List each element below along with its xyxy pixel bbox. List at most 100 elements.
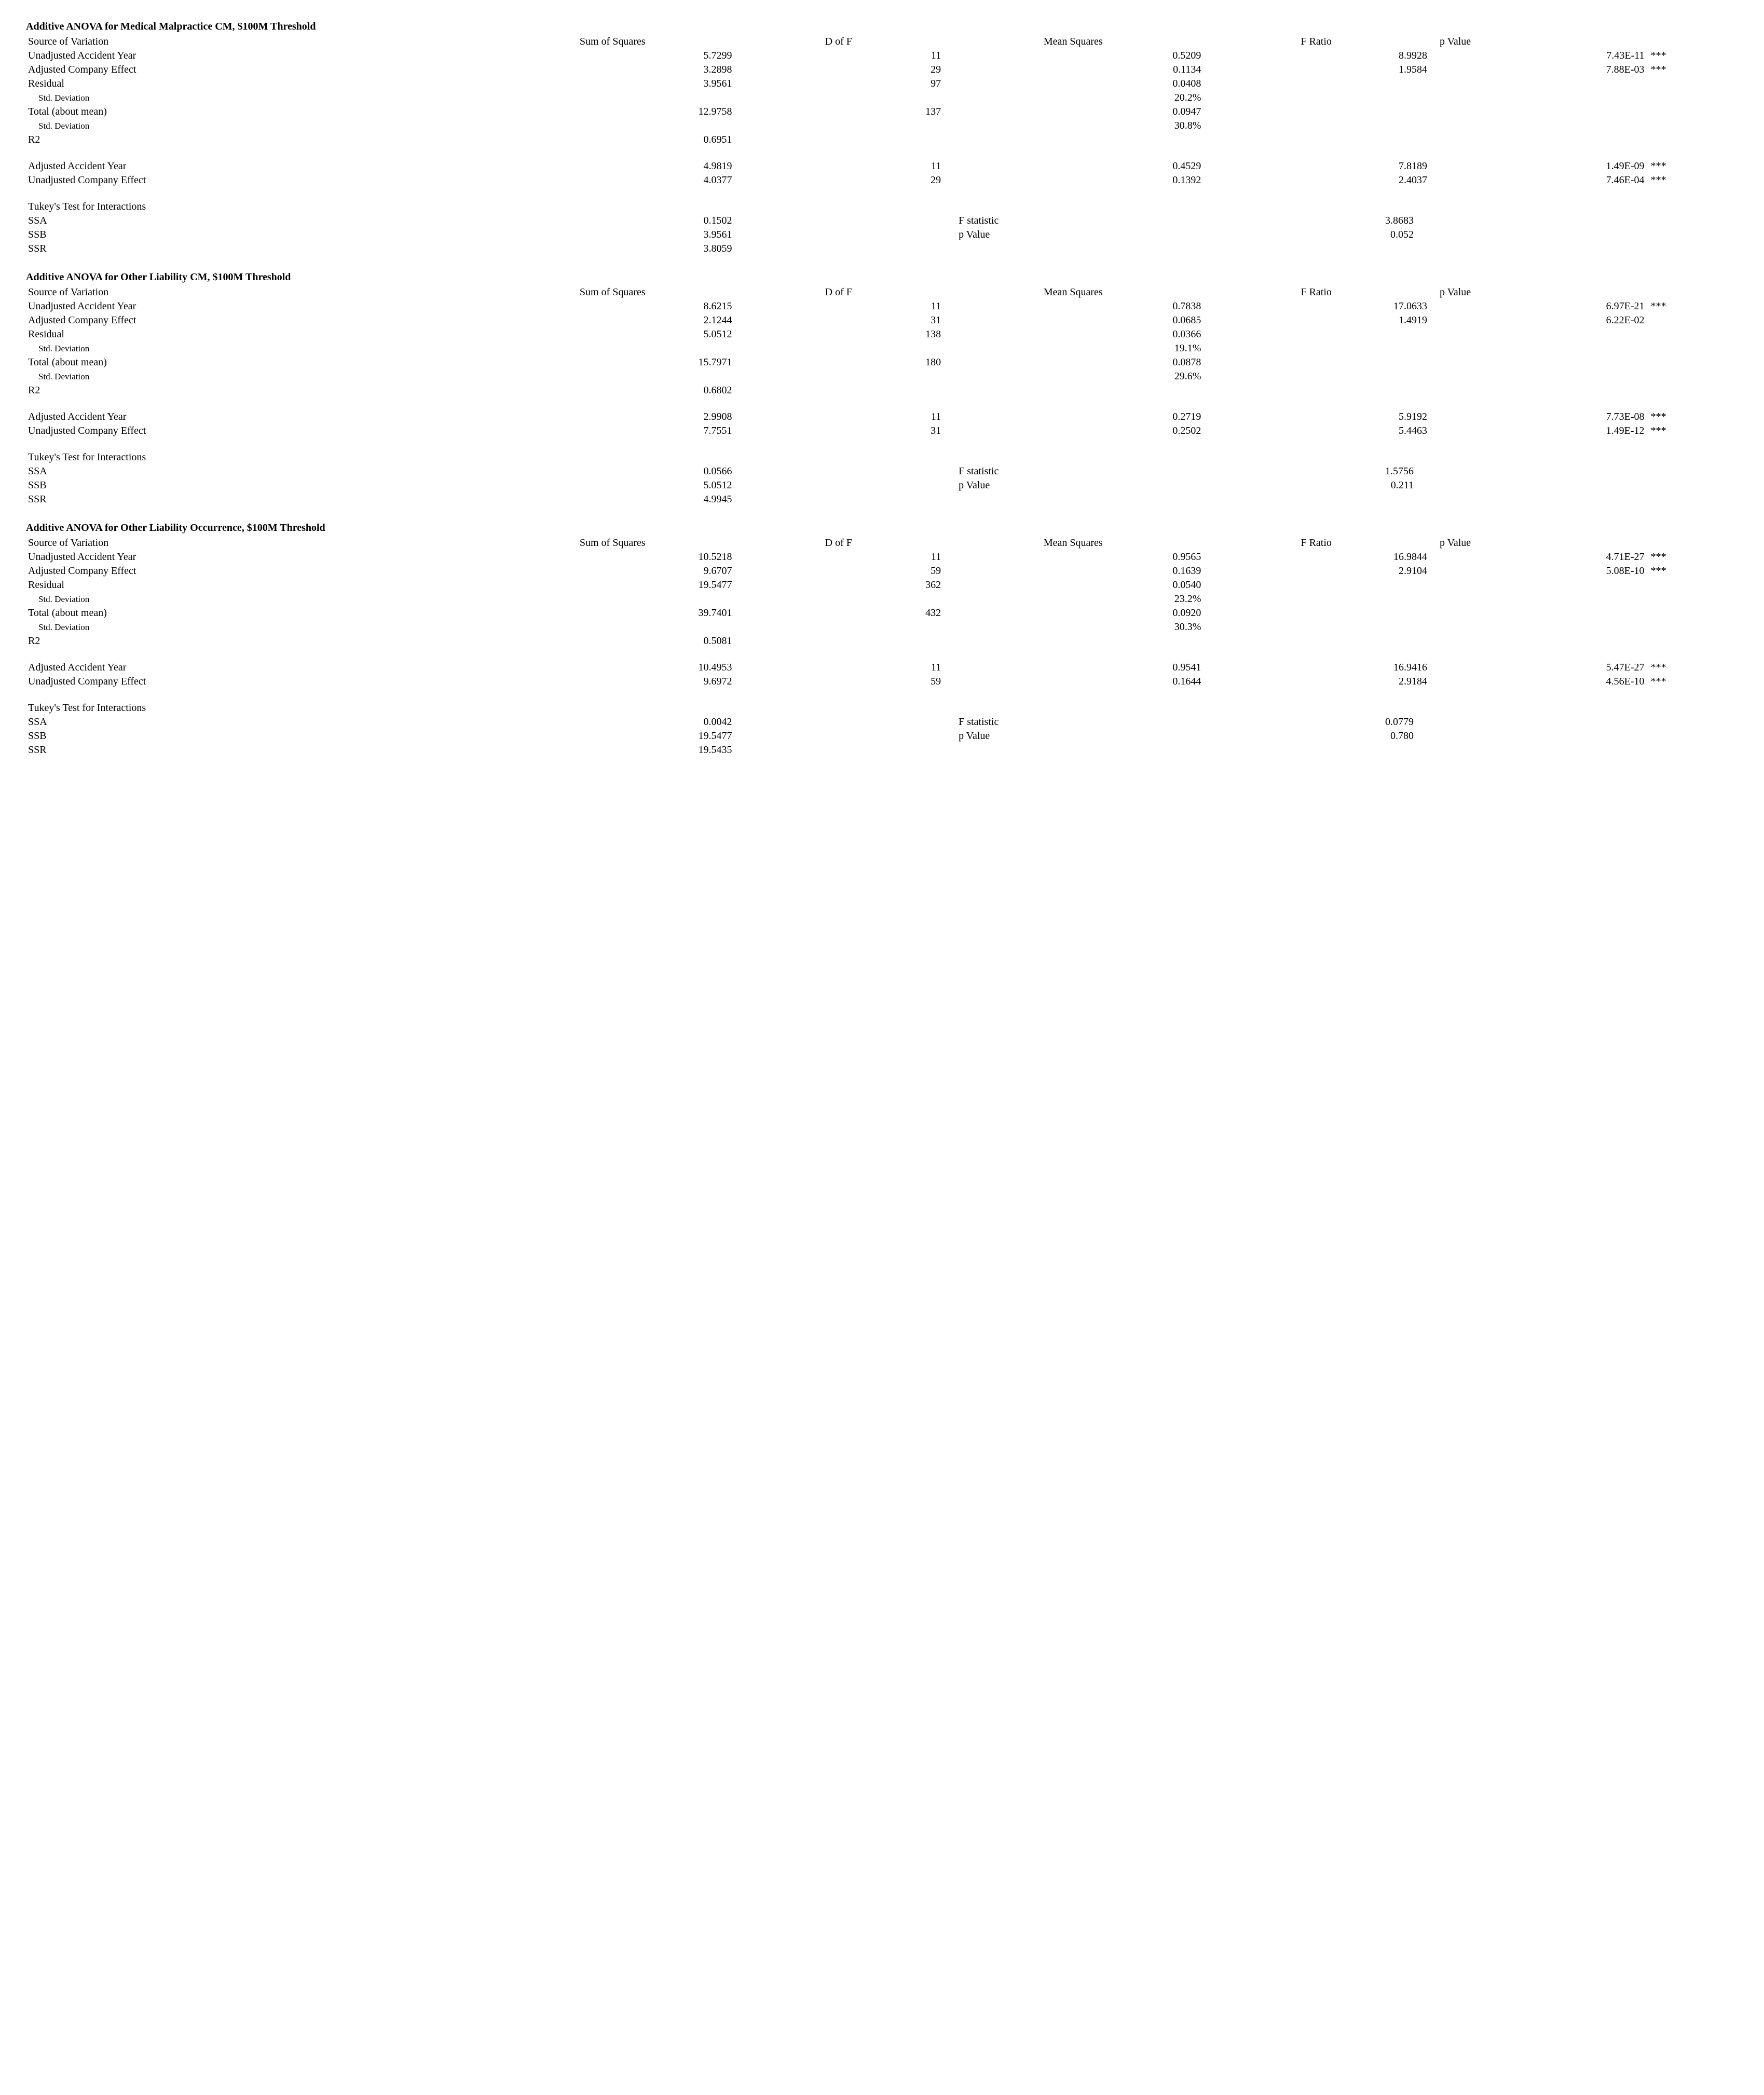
cell-ss [491,369,734,384]
tukey-title: Tukey's Test for Interactions [26,450,1738,464]
cell-ms: 30.3% [943,620,1203,634]
cell-ss: 3.9561 [491,77,734,91]
cell-source-indent: Std. Deviation [26,119,491,133]
tukey-ssb: 19.5477 [491,729,734,743]
cell-source: Unadjusted Accident Year [26,299,491,313]
cell-df: 31 [734,424,943,438]
tukey-pval-label: p Value [943,729,1203,743]
tukey-ssa-label: SSA [26,715,491,729]
 [1647,214,1738,228]
 [734,729,943,743]
cell-ss: 9.6707 [491,564,734,578]
cell-f [1203,578,1429,592]
tukey-ssb-label: SSB [26,478,491,492]
tukey-fstat-label: F statistic [943,715,1203,729]
table-row: Unadjusted Accident Year8.6215110.783817… [26,299,1738,313]
cell-source: Adjusted Accident Year [26,410,491,424]
 [1429,715,1647,729]
cell-source: Adjusted Company Effect [26,313,491,327]
cell-f: 16.9416 [1203,661,1429,675]
 [1647,478,1738,492]
cell-p [1429,578,1647,592]
cell-ms [943,634,1203,648]
cell-ss [491,91,734,105]
cell-f [1203,634,1429,648]
cell-p: 7.88E-03 [1429,63,1647,77]
cell-df: 59 [734,675,943,689]
 [1647,464,1738,478]
cell-f: 2.9104 [1203,564,1429,578]
cell-star [1647,355,1738,369]
tukey-title: Tukey's Test for Interactions [26,701,1738,715]
cell-source: Adjusted Company Effect [26,564,491,578]
tukey-ssr-label: SSR [26,242,491,256]
cell-ss: 0.5081 [491,634,734,648]
cell-ss: 15.7971 [491,355,734,369]
anova-section: Additive ANOVA for Medical Malpractice C… [26,21,1738,256]
cell-f [1203,327,1429,341]
cell-p: 4.56E-10 [1429,675,1647,689]
cell-ss: 9.6972 [491,675,734,689]
cell-star: *** [1647,424,1738,438]
cell-f [1203,105,1429,119]
cell-ss: 7.7551 [491,424,734,438]
cell-ms: 0.0540 [943,578,1203,592]
cell-star [1647,369,1738,384]
cell-ms: 0.0685 [943,313,1203,327]
cell-ms: 0.0878 [943,355,1203,369]
cell-star [1647,105,1738,119]
cell-df [734,91,943,105]
cell-p [1429,91,1647,105]
 [1647,228,1738,242]
cell-source: R2 [26,634,491,648]
header-ms: Mean Squares [943,285,1203,299]
cell-ms: 0.1644 [943,675,1203,689]
cell-f: 2.9184 [1203,675,1429,689]
cell-df [734,341,943,355]
table-row: Unadjusted Company Effect4.0377290.13922… [26,173,1738,187]
cell-p: 6.22E-02 [1429,313,1647,327]
cell-ss [491,620,734,634]
cell-f: 1.4919 [1203,313,1429,327]
cell-ms: 20.2% [943,91,1203,105]
cell-star [1647,634,1738,648]
cell-star [1647,77,1738,91]
header-ss: Sum of Squares [491,536,734,550]
cell-f: 16.9844 [1203,550,1429,564]
 [943,492,1203,506]
cell-p [1429,592,1647,606]
section-title: Additive ANOVA for Other Liability CM, $… [26,271,1738,283]
cell-source: R2 [26,133,491,147]
table-row: Adjusted Accident Year4.9819110.45297.81… [26,159,1738,173]
cell-ms: 0.1134 [943,63,1203,77]
 [1203,743,1429,757]
table-row: Unadjusted Accident Year10.5218110.95651… [26,550,1738,564]
cell-source: Adjusted Accident Year [26,661,491,675]
cell-ms: 23.2% [943,592,1203,606]
cell-df [734,592,943,606]
cell-ss: 0.6802 [491,384,734,398]
table-row: Adjusted Accident Year10.4953110.954116.… [26,661,1738,675]
cell-star: *** [1647,410,1738,424]
anova-section: Additive ANOVA for Other Liability CM, $… [26,271,1738,506]
cell-df: 11 [734,410,943,424]
cell-source: Unadjusted Accident Year [26,49,491,63]
cell-df: 97 [734,77,943,91]
cell-f [1203,369,1429,384]
 [1429,492,1647,506]
cell-source: Unadjusted Company Effect [26,675,491,689]
 [1429,228,1647,242]
table-row: Unadjusted Company Effect7.7551310.25025… [26,424,1738,438]
cell-ss: 8.6215 [491,299,734,313]
tukey-fstat: 0.0779 [1203,715,1429,729]
header-f: F Ratio [1203,285,1429,299]
 [1429,464,1647,478]
cell-ms: 0.7838 [943,299,1203,313]
table-row: Total (about mean)15.79711800.0878 [26,355,1738,369]
header-star [1647,536,1738,550]
cell-source-indent: Std. Deviation [26,369,491,384]
cell-f: 1.9584 [1203,63,1429,77]
cell-df: 29 [734,63,943,77]
header-source: Source of Variation [26,536,491,550]
cell-ms: 0.9565 [943,550,1203,564]
